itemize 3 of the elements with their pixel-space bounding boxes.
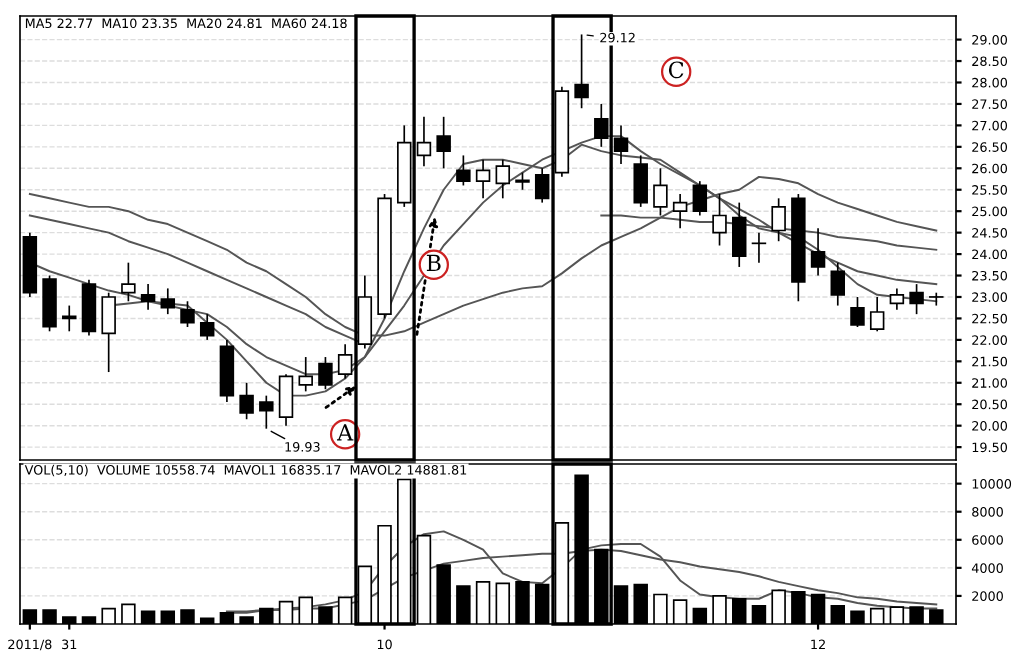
- annotation: A: [336, 424, 354, 441]
- annotation: B: [426, 254, 441, 271]
- annotation: C: [668, 61, 684, 79]
